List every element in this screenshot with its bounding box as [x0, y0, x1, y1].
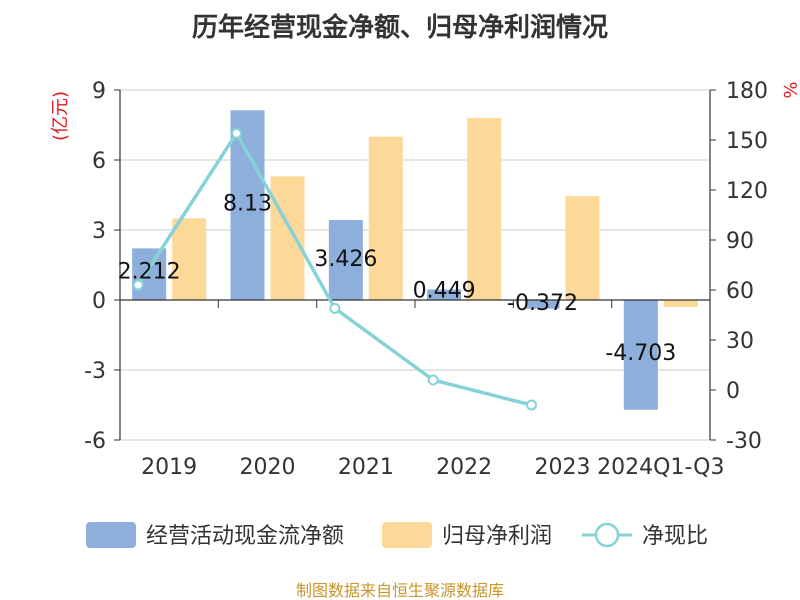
- cashflow-data-label: 3.426: [314, 247, 377, 272]
- net-profit-bar: [368, 136, 403, 300]
- category-label: 2024Q1-Q3: [597, 455, 724, 480]
- legend-marker: [594, 522, 620, 548]
- data-labels: 2.212 8.13 3.426 0.449 -0.372 -4.703: [118, 191, 677, 366]
- ratio-point: [231, 127, 242, 139]
- right-tick-label: 120: [726, 179, 768, 204]
- cashflow-data-label: 2.212: [118, 259, 181, 284]
- cashflow-data-label: 8.13: [223, 191, 272, 216]
- category-label: 2019: [141, 455, 197, 480]
- net-profit-bar: [565, 196, 600, 300]
- right-tick-label: 180: [726, 79, 768, 104]
- source-note: 制图数据来自恒生聚源数据库: [296, 581, 504, 600]
- right-tick-label: 0: [726, 379, 740, 404]
- category-label: 2021: [338, 455, 394, 480]
- cashflow-bar: [623, 300, 658, 410]
- net-profit-bar: [663, 300, 698, 307]
- ratio-point: [132, 279, 144, 291]
- left-tick-label: 3: [92, 219, 106, 244]
- cashflow-data-label: -0.372: [507, 291, 578, 316]
- grid-lines: [120, 89, 710, 441]
- legend-label: 归母净利润: [442, 524, 552, 549]
- left-axis-unit: (亿元): [50, 91, 71, 141]
- legend-label: 经营活动现金流净额: [146, 524, 344, 549]
- cashflow-data-label: -4.703: [605, 341, 676, 366]
- right-tick-label: -30: [726, 429, 762, 454]
- legend-swatch: [86, 522, 136, 548]
- category-label: 2020: [240, 455, 296, 480]
- left-tick-label: -6: [84, 429, 106, 454]
- left-tick-label: 9: [92, 79, 106, 104]
- cashflow-bar: [427, 289, 462, 300]
- right-tick-label: 150: [726, 129, 768, 154]
- category-label: 2023: [535, 455, 591, 480]
- category-label: 2022: [436, 455, 492, 480]
- net-profit-bar: [467, 118, 502, 300]
- left-tick-label: 0: [92, 289, 106, 314]
- left-tick-label: -3: [84, 359, 106, 384]
- cashflow-data-label: 0.449: [413, 279, 476, 304]
- ratio-point: [526, 399, 537, 411]
- legend-label: 净现比: [642, 524, 708, 549]
- cashflow-bar: [132, 248, 167, 300]
- right-tick-label: 30: [726, 329, 754, 354]
- cashflow-bar: [328, 220, 363, 300]
- right-tick-label: 90: [726, 229, 754, 254]
- legend: 经营活动现金流净额 归母净利润 净现比: [86, 522, 708, 549]
- chart-title: 历年经营现金净额、归母净利润情况: [192, 12, 608, 43]
- bars: [132, 110, 698, 410]
- ratio-point: [329, 302, 341, 314]
- right-axis-unit: %: [779, 81, 800, 98]
- cashflow-bar: [230, 110, 265, 300]
- ratio-point: [427, 374, 439, 386]
- right-tick-label: 60: [726, 279, 754, 304]
- left-tick-label: 6: [92, 149, 106, 174]
- ratio-line: [132, 127, 537, 411]
- cashflow-bar: [525, 300, 560, 309]
- net-profit-bar: [172, 218, 207, 300]
- legend-swatch: [382, 522, 432, 548]
- net-profit-bar: [270, 176, 305, 300]
